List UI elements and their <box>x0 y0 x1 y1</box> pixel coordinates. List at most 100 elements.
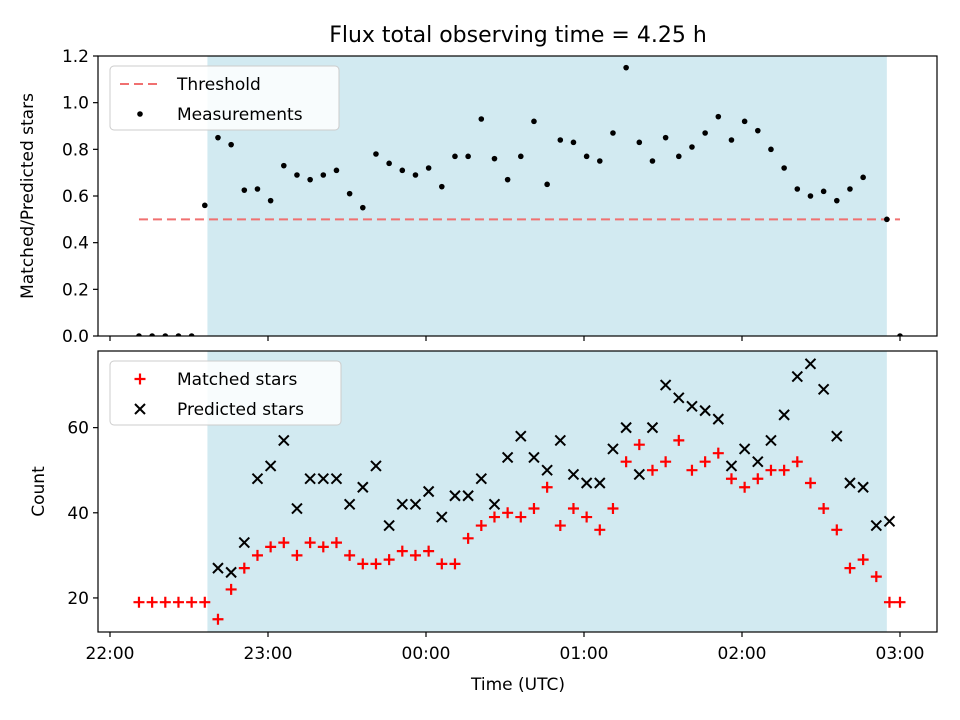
matched-star-point <box>357 558 369 570</box>
measurement-point <box>399 167 406 174</box>
y-tick-label: 1.2 <box>62 47 89 67</box>
x-axis-label: Time (UTC) <box>470 675 565 695</box>
predicted-star-point <box>528 451 540 464</box>
matched-star-point <box>554 520 566 532</box>
matched-star-point <box>528 503 540 515</box>
matched-star-point <box>212 613 224 625</box>
predicted-star-point <box>449 490 461 502</box>
matched-star-point <box>883 596 895 608</box>
matched-star-point <box>739 481 751 493</box>
measurement-point <box>518 153 524 160</box>
predicted-star-point <box>791 370 804 383</box>
predicted-star-point <box>554 434 567 447</box>
predicted-star-point <box>804 358 817 370</box>
matched-star-point <box>502 507 514 519</box>
measurement-point <box>662 134 669 141</box>
measurement-point <box>465 153 471 160</box>
matched-star-point <box>804 477 816 489</box>
matched-star-point <box>449 558 461 570</box>
measurement-point <box>386 160 392 167</box>
x-tick-label: 23:00 <box>244 644 293 664</box>
measurement-point <box>478 116 485 122</box>
legend-measurement-swatch <box>137 111 143 117</box>
measurement-point <box>307 176 313 183</box>
predicted-star-point <box>580 477 593 489</box>
predicted-star-point <box>370 460 382 472</box>
predicted-star-point <box>291 502 303 515</box>
measurement-point <box>162 333 169 336</box>
y-tick-label: 0.0 <box>62 327 89 347</box>
matched-star-point <box>462 532 474 544</box>
predicted-star-point <box>225 566 237 579</box>
matched-star-point <box>778 464 790 476</box>
legend: Threshold Measurements <box>109 65 340 131</box>
y-tick-label: 0.6 <box>62 187 89 207</box>
count-panel: 20 40 60 22:00 23:00 00:00 01:00 02:00 03:00 Coun… <box>29 350 938 664</box>
matched-star-point <box>186 596 198 608</box>
y-tick-label: 40 <box>67 504 89 524</box>
predicted-star-point <box>752 455 764 468</box>
predicted-star-point <box>278 434 290 447</box>
predicted-star-point <box>725 460 738 472</box>
predicted-star-point <box>567 468 580 481</box>
matched-star-point <box>725 473 737 485</box>
matched-star-point <box>330 537 342 549</box>
predicted-star-point <box>238 536 251 549</box>
matched-star-point <box>712 447 724 459</box>
measurement-point <box>439 183 445 190</box>
matched-star-point <box>633 439 645 451</box>
measurement-point <box>452 153 458 160</box>
matched-star-point <box>475 520 487 532</box>
matched-star-point <box>752 473 764 485</box>
matched-star-point <box>344 549 356 561</box>
measurement-point <box>188 333 195 336</box>
measurement-point <box>425 165 432 171</box>
measurement-point <box>781 165 787 171</box>
matched-star-point <box>831 524 843 536</box>
matched-star-point <box>133 596 145 608</box>
matched-star-point <box>396 545 408 557</box>
predicted-star-point <box>541 464 553 476</box>
y-axis-label: Matched/Predicted stars <box>18 93 38 299</box>
measurement-point <box>557 137 564 143</box>
measurement-point <box>897 333 903 336</box>
matched-star-point <box>699 456 711 468</box>
predicted-star-point <box>304 473 316 485</box>
matched-star-point <box>515 511 527 523</box>
matched-star-point <box>765 464 777 476</box>
measurement-point <box>820 188 827 195</box>
measurement-point <box>294 172 300 178</box>
predicted-star-point <box>501 451 514 464</box>
predicted-star-point <box>317 473 330 485</box>
matched-star-point <box>251 549 263 561</box>
predicted-star-point <box>817 383 830 396</box>
legend-label: Measurements <box>177 105 303 125</box>
legend-matched-swatch <box>134 373 146 385</box>
measurement-point <box>215 134 221 141</box>
matched-star-point <box>172 596 184 608</box>
predicted-star-point <box>251 473 264 485</box>
measurement-point <box>333 167 340 174</box>
x-tick-label: 22:00 <box>86 644 135 664</box>
measurement-point <box>689 144 695 150</box>
predicted-star-point <box>844 477 856 489</box>
predicted-star-point <box>264 460 277 472</box>
measurement-point <box>202 202 208 209</box>
measurement-point <box>768 146 774 153</box>
measurement-point <box>649 158 656 164</box>
measurement-point <box>623 64 629 71</box>
matched-star-point <box>581 511 593 523</box>
predicted-star-point <box>857 481 869 493</box>
y-tick-label: 60 <box>67 419 89 439</box>
legend-label: Predicted stars <box>177 400 304 420</box>
matched-star-point <box>265 541 277 553</box>
measurement-point <box>610 130 616 136</box>
measurement-point <box>715 113 722 120</box>
predicted-star-point <box>831 430 843 442</box>
matched-star-point <box>370 558 382 570</box>
matched-star-point <box>436 558 448 570</box>
y-axis-label: Count <box>29 466 49 517</box>
matched-star-point <box>488 511 500 523</box>
predicted-star-point <box>488 498 501 510</box>
